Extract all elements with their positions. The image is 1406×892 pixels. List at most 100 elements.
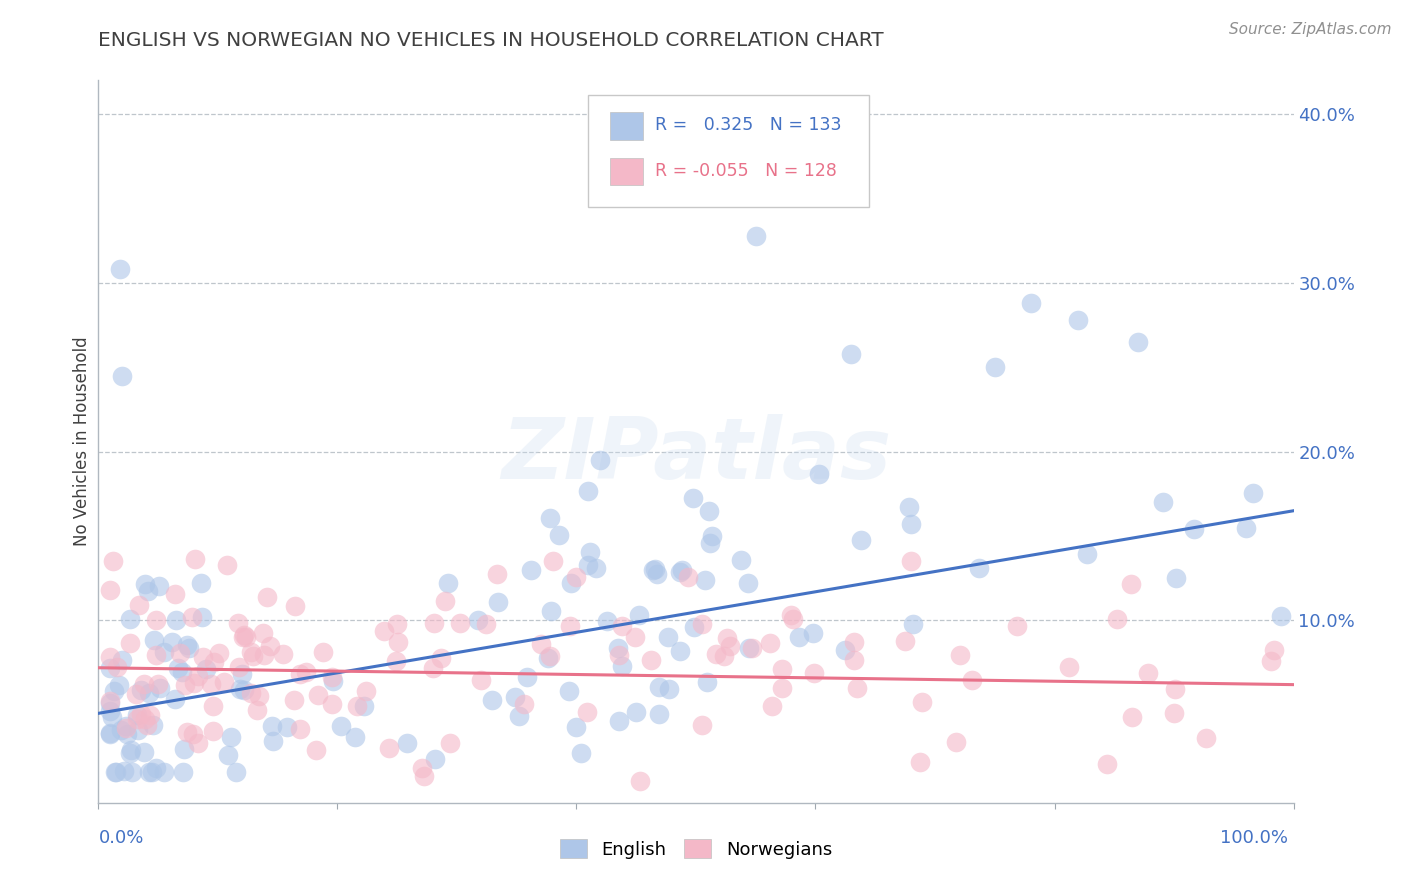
Point [900, 554, 922, 568]
Point [430, 650, 453, 665]
Point [262, 733, 284, 747]
Text: 0.0%: 0.0% [98, 829, 143, 847]
Point [139, 708, 162, 723]
Point [172, 765, 194, 780]
Point [322, 674, 344, 689]
Point [134, 712, 156, 726]
Point [145, 761, 167, 775]
Point [898, 500, 921, 515]
Point [321, 698, 343, 712]
Point [738, 640, 761, 655]
Point [256, 590, 278, 604]
Point [176, 638, 198, 652]
Point [945, 735, 967, 749]
Point [512, 697, 534, 711]
Point [516, 670, 538, 684]
Point [321, 670, 343, 684]
Point [1260, 654, 1282, 668]
Point [229, 681, 252, 696]
Point [305, 743, 328, 757]
Point [609, 714, 631, 728]
Point [191, 610, 214, 624]
Point [671, 563, 693, 577]
Point [576, 705, 599, 719]
Point [697, 504, 720, 518]
Point [467, 613, 489, 627]
Point [676, 570, 699, 584]
Point [101, 710, 124, 724]
Point [160, 635, 183, 649]
Point [770, 662, 793, 676]
Point [1128, 334, 1150, 349]
Point [894, 633, 917, 648]
Point [718, 639, 741, 653]
Point [172, 665, 194, 679]
Point [226, 616, 249, 631]
Point [627, 607, 650, 622]
Point [163, 691, 186, 706]
Point [214, 675, 236, 690]
Point [690, 718, 713, 732]
Point [111, 368, 134, 383]
Point [436, 576, 458, 591]
Point [849, 533, 872, 547]
Point [537, 651, 560, 665]
Point [344, 730, 367, 744]
Text: R = -0.055   N = 128: R = -0.055 N = 128 [655, 161, 837, 179]
Point [276, 720, 298, 734]
Point [1234, 521, 1257, 535]
FancyBboxPatch shape [610, 158, 644, 185]
Point [284, 599, 307, 614]
Point [149, 681, 172, 695]
Point [166, 661, 188, 675]
Point [692, 616, 714, 631]
Point [200, 677, 222, 691]
Point [668, 566, 690, 580]
Point [624, 630, 647, 644]
Point [741, 640, 763, 655]
Point [98, 696, 122, 710]
Text: R =   0.325   N = 133: R = 0.325 N = 133 [655, 116, 842, 134]
Point [508, 708, 530, 723]
Point [520, 563, 543, 577]
Point [253, 648, 276, 663]
Point [201, 724, 224, 739]
Point [901, 616, 924, 631]
Point [152, 644, 174, 658]
Point [1263, 643, 1285, 657]
Text: ENGLISH VS NORWEGIAN NO VEHICLES IN HOUSEHOLD CORRELATION CHART: ENGLISH VS NORWEGIAN NO VEHICLES IN HOUS… [98, 31, 884, 50]
Point [108, 678, 131, 692]
Point [643, 563, 665, 577]
Point [683, 619, 706, 633]
Point [449, 616, 471, 631]
Point [346, 698, 368, 713]
Point [1121, 710, 1143, 724]
Point [578, 545, 600, 559]
Text: Source: ZipAtlas.com: Source: ZipAtlas.com [1229, 22, 1392, 37]
Point [1137, 666, 1160, 681]
Point [134, 745, 156, 759]
Text: ZIPatlas: ZIPatlas [501, 415, 891, 498]
Point [842, 653, 865, 667]
Point [127, 707, 149, 722]
Point [682, 491, 704, 506]
Point [780, 607, 803, 622]
Point [423, 616, 446, 631]
Point [231, 667, 253, 681]
Point [121, 765, 143, 780]
Point [240, 645, 263, 659]
Point [595, 615, 617, 629]
Point [148, 579, 170, 593]
Point [844, 635, 866, 649]
Point [612, 618, 634, 632]
Point [486, 595, 509, 609]
Point [900, 517, 922, 532]
Point [481, 693, 503, 707]
Point [98, 660, 122, 674]
Point [834, 642, 856, 657]
Point [235, 630, 257, 644]
Point [120, 612, 142, 626]
Point [1067, 313, 1090, 327]
Point [288, 722, 311, 736]
Point [761, 699, 783, 714]
